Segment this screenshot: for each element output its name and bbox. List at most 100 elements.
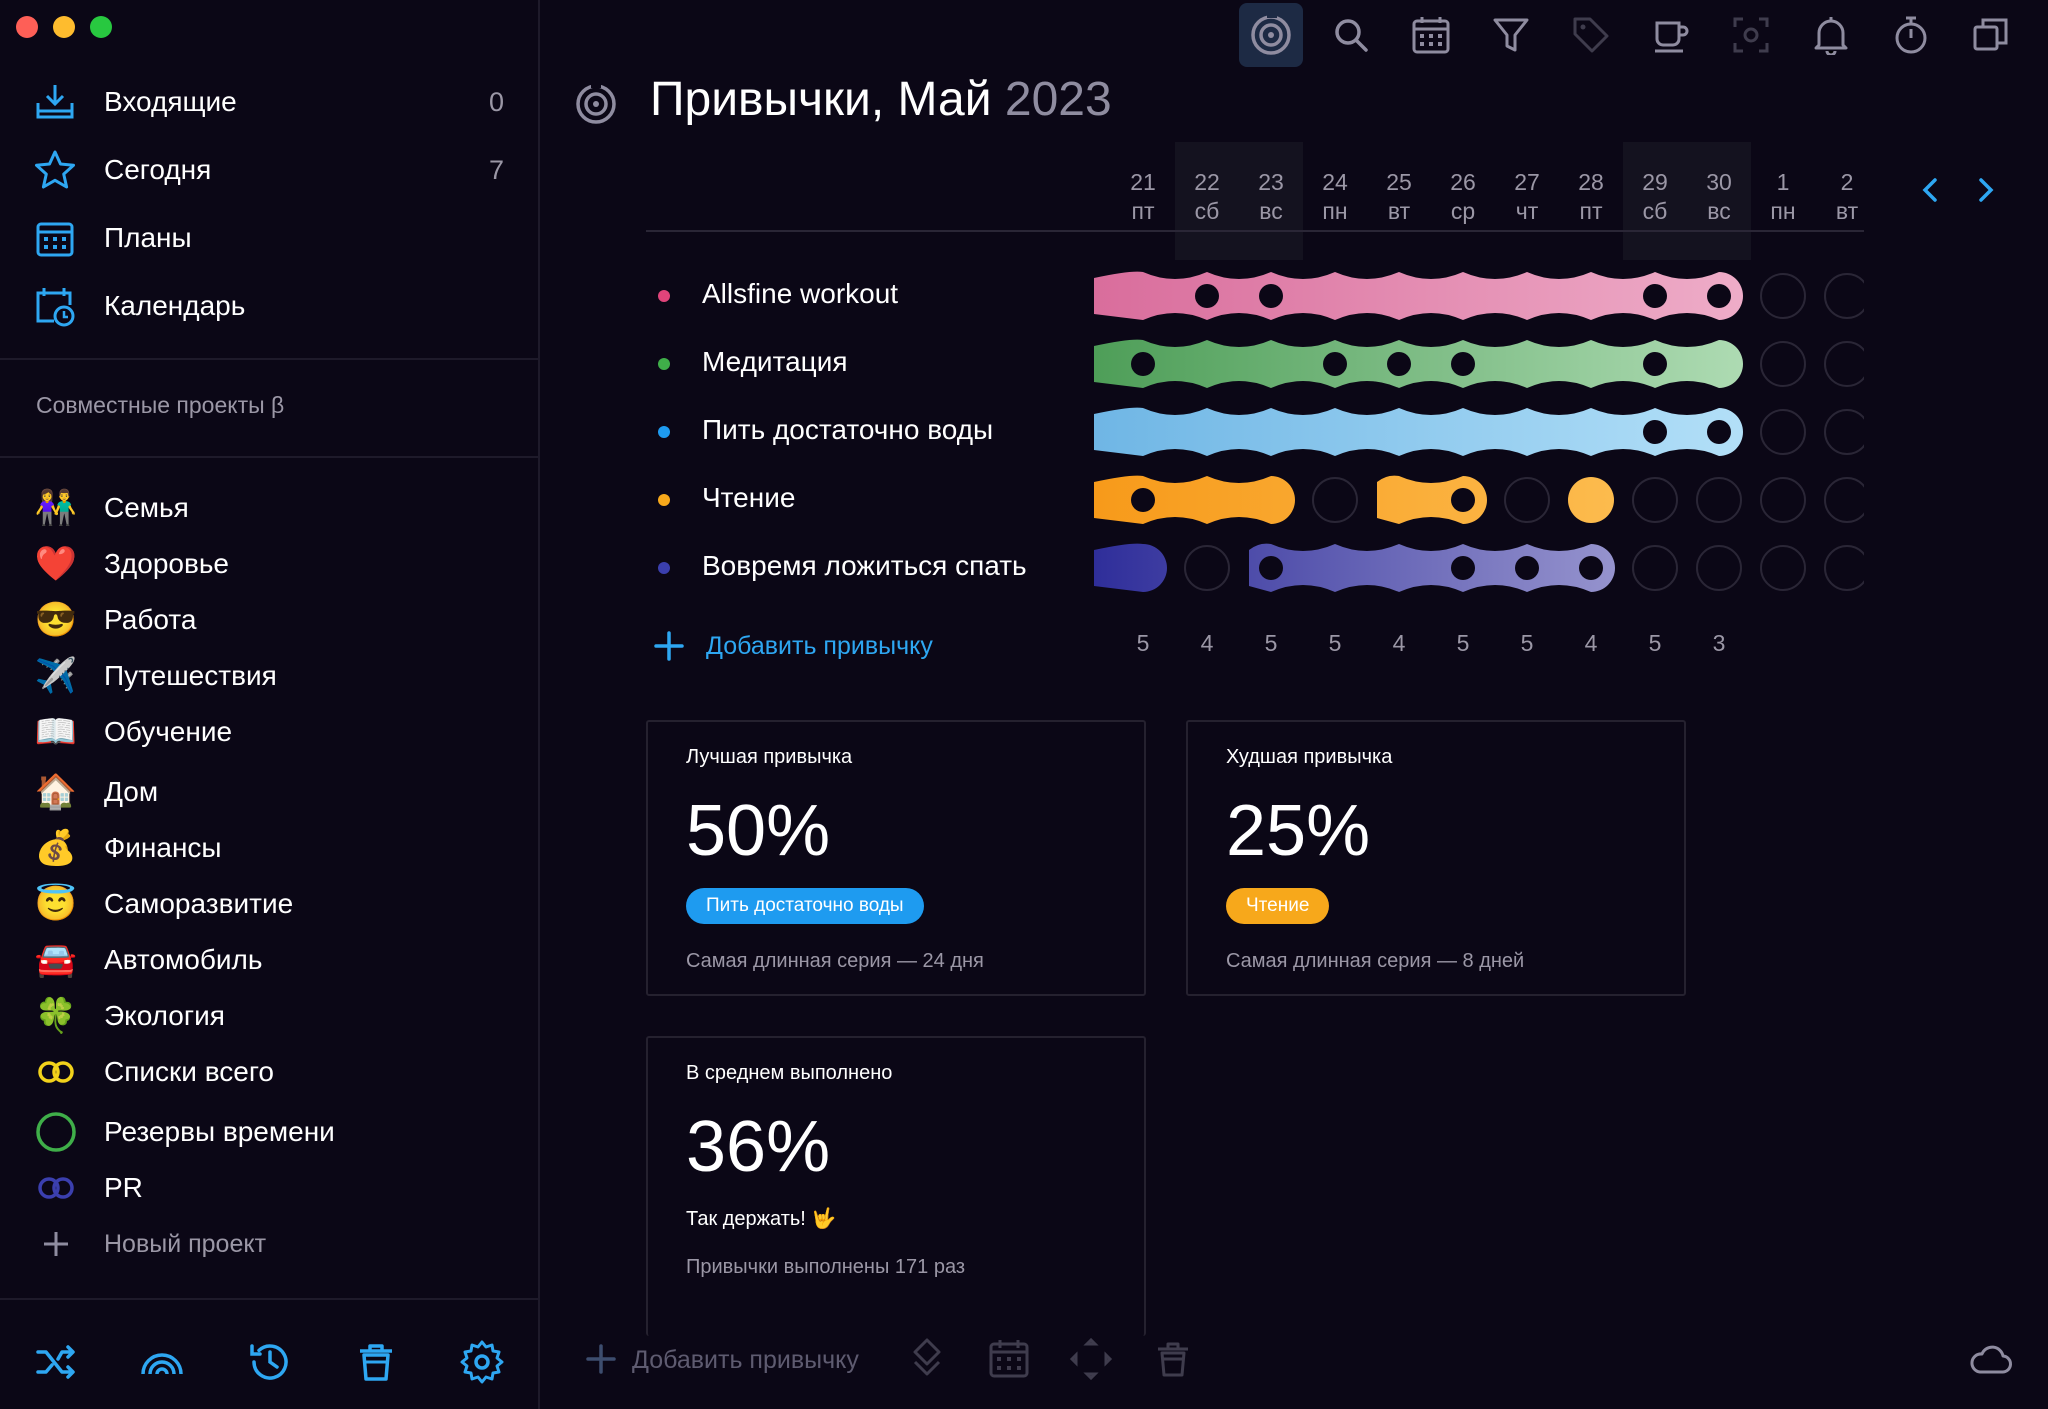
habit-chip: Чтение [1226, 888, 1330, 924]
habit-row[interactable]: Allsfine workout [542, 266, 2042, 326]
chain-node[interactable] [1131, 488, 1155, 512]
trash-icon[interactable] [352, 1338, 400, 1386]
chain-node[interactable] [1643, 284, 1667, 308]
new-project-button[interactable]: Новый проект [0, 1218, 540, 1270]
empty-day-circle[interactable] [1824, 273, 1870, 319]
chain-node[interactable] [1195, 284, 1219, 308]
empty-day-circle[interactable] [1632, 545, 1678, 591]
daily-count: 5 [1520, 630, 1534, 656]
habit-name: Allsfine workout [702, 278, 899, 309]
empty-day-circle[interactable] [1504, 477, 1550, 523]
plus-icon [654, 631, 684, 661]
chain-node[interactable] [1259, 284, 1283, 308]
sidebar-project-item[interactable]: Списки всего [0, 1046, 540, 1098]
nav-inbox[interactable]: Входящие 0 [0, 68, 540, 136]
nav-calendar[interactable]: Календарь [0, 272, 540, 340]
empty-day-circle[interactable] [1760, 477, 1806, 523]
sidebar-project-item[interactable]: 😎 Работа [0, 594, 540, 646]
chain-node[interactable] [1387, 352, 1411, 376]
habits-spiral-icon[interactable] [1239, 3, 1303, 67]
chain-node[interactable] [1451, 556, 1475, 580]
sidebar-project-item[interactable]: ✈️ Путешествия [0, 650, 540, 702]
chain-node[interactable] [1323, 352, 1347, 376]
habit-row[interactable]: Вовремя ложиться спать [542, 538, 2042, 598]
project-emoji-icon: ❤️ [34, 545, 78, 583]
chain-node[interactable] [1451, 352, 1475, 376]
calendar-icon[interactable] [986, 1336, 1032, 1382]
plus-icon[interactable] [578, 1336, 624, 1382]
day-column-header: 21 пт [1115, 168, 1171, 226]
duplicate-window-icon[interactable] [1959, 3, 2023, 67]
empty-day-circle[interactable] [1824, 545, 1870, 591]
history-icon[interactable] [246, 1338, 294, 1386]
priority-icon[interactable] [904, 1336, 950, 1382]
project-emoji-icon: ✈️ [34, 657, 78, 695]
habit-row[interactable]: Медитация [542, 334, 2042, 394]
empty-day-circle[interactable] [1760, 273, 1806, 319]
rainbow-icon[interactable] [138, 1338, 186, 1386]
sidebar-project-item[interactable]: 😇 Саморазвитие [0, 878, 540, 930]
coffee-cup-icon[interactable] [1639, 3, 1703, 67]
nav-plans[interactable]: Планы [0, 204, 540, 272]
cloud-sync-icon[interactable] [1968, 1336, 2014, 1382]
trash-icon[interactable] [1150, 1336, 1196, 1382]
empty-day-circle[interactable] [1824, 409, 1870, 455]
sidebar-project-item[interactable]: 👫 Семья [0, 482, 540, 534]
project-emoji-icon: 📖 [34, 713, 78, 751]
stopwatch-icon[interactable] [1879, 3, 1943, 67]
nav-today[interactable]: Сегодня 7 [0, 136, 540, 204]
chain-node[interactable] [1451, 488, 1475, 512]
sidebar-project-item[interactable]: 💰 Финансы [0, 822, 540, 874]
chevron-left-icon[interactable] [1916, 172, 1946, 208]
empty-day-circle[interactable] [1632, 477, 1678, 523]
chain-node[interactable] [1259, 556, 1283, 580]
daily-count: 4 [1392, 630, 1406, 656]
sidebar-project-item[interactable]: 🏠 Дом [0, 766, 540, 818]
shuffle-icon[interactable] [32, 1338, 80, 1386]
habit-color-dot [658, 494, 670, 506]
move-arrows-icon[interactable] [1068, 1336, 1114, 1382]
card-subtitle: Самая длинная серия — 8 дней [1226, 950, 1525, 972]
empty-day-circle[interactable] [1760, 409, 1806, 455]
habit-row[interactable]: Чтение [542, 470, 2042, 530]
filter-icon[interactable] [1479, 3, 1543, 67]
sidebar-project-item[interactable]: 🍀 Экология [0, 990, 540, 1042]
sidebar-project-item[interactable]: 📖 Обучение [0, 706, 540, 758]
chain-node[interactable] [1579, 556, 1603, 580]
empty-day-circle[interactable] [1184, 545, 1230, 591]
chevron-right-icon[interactable] [1970, 172, 2000, 208]
calendar-grid-icon[interactable] [1399, 3, 1463, 67]
sidebar-project-item[interactable]: 🚘 Автомобиль [0, 934, 540, 986]
sidebar-project-item[interactable]: Резервы времени [0, 1106, 540, 1158]
empty-day-circle[interactable] [1696, 545, 1742, 591]
chain-node[interactable] [1131, 352, 1155, 376]
empty-day-circle[interactable] [1312, 477, 1358, 523]
empty-day-circle[interactable] [1824, 341, 1870, 387]
habit-color-dot [658, 358, 670, 370]
chain-node[interactable] [1707, 420, 1731, 444]
chain-node[interactable] [1707, 284, 1731, 308]
daily-count: 5 [1328, 630, 1342, 656]
bell-icon[interactable] [1799, 3, 1863, 67]
empty-day-circle[interactable] [1696, 477, 1742, 523]
habit-row[interactable]: Пить достаточно воды [542, 402, 2042, 462]
empty-day-circle[interactable] [1760, 341, 1806, 387]
chain-node[interactable] [1643, 420, 1667, 444]
add-habit-button[interactable]: Добавить привычку [652, 626, 933, 666]
empty-day-circle[interactable] [1824, 477, 1870, 523]
sidebar-project-item[interactable]: ❤️ Здоровье [0, 538, 540, 590]
focus-frame-icon[interactable] [1719, 3, 1783, 67]
zoom-window-button[interactable] [90, 16, 112, 38]
chain-node[interactable] [1515, 556, 1539, 580]
chain-node[interactable] [1643, 352, 1667, 376]
close-window-button[interactable] [16, 16, 38, 38]
sidebar-project-item[interactable]: PR [0, 1162, 540, 1214]
search-icon[interactable] [1319, 3, 1383, 67]
tag-icon[interactable] [1559, 3, 1623, 67]
habit-color-dot [658, 426, 670, 438]
settings-gear-icon[interactable] [458, 1338, 506, 1386]
star-icon [34, 149, 76, 191]
minimize-window-button[interactable] [53, 16, 75, 38]
bottom-add-habit-label[interactable]: Добавить привычку [632, 1346, 859, 1374]
empty-day-circle[interactable] [1760, 545, 1806, 591]
